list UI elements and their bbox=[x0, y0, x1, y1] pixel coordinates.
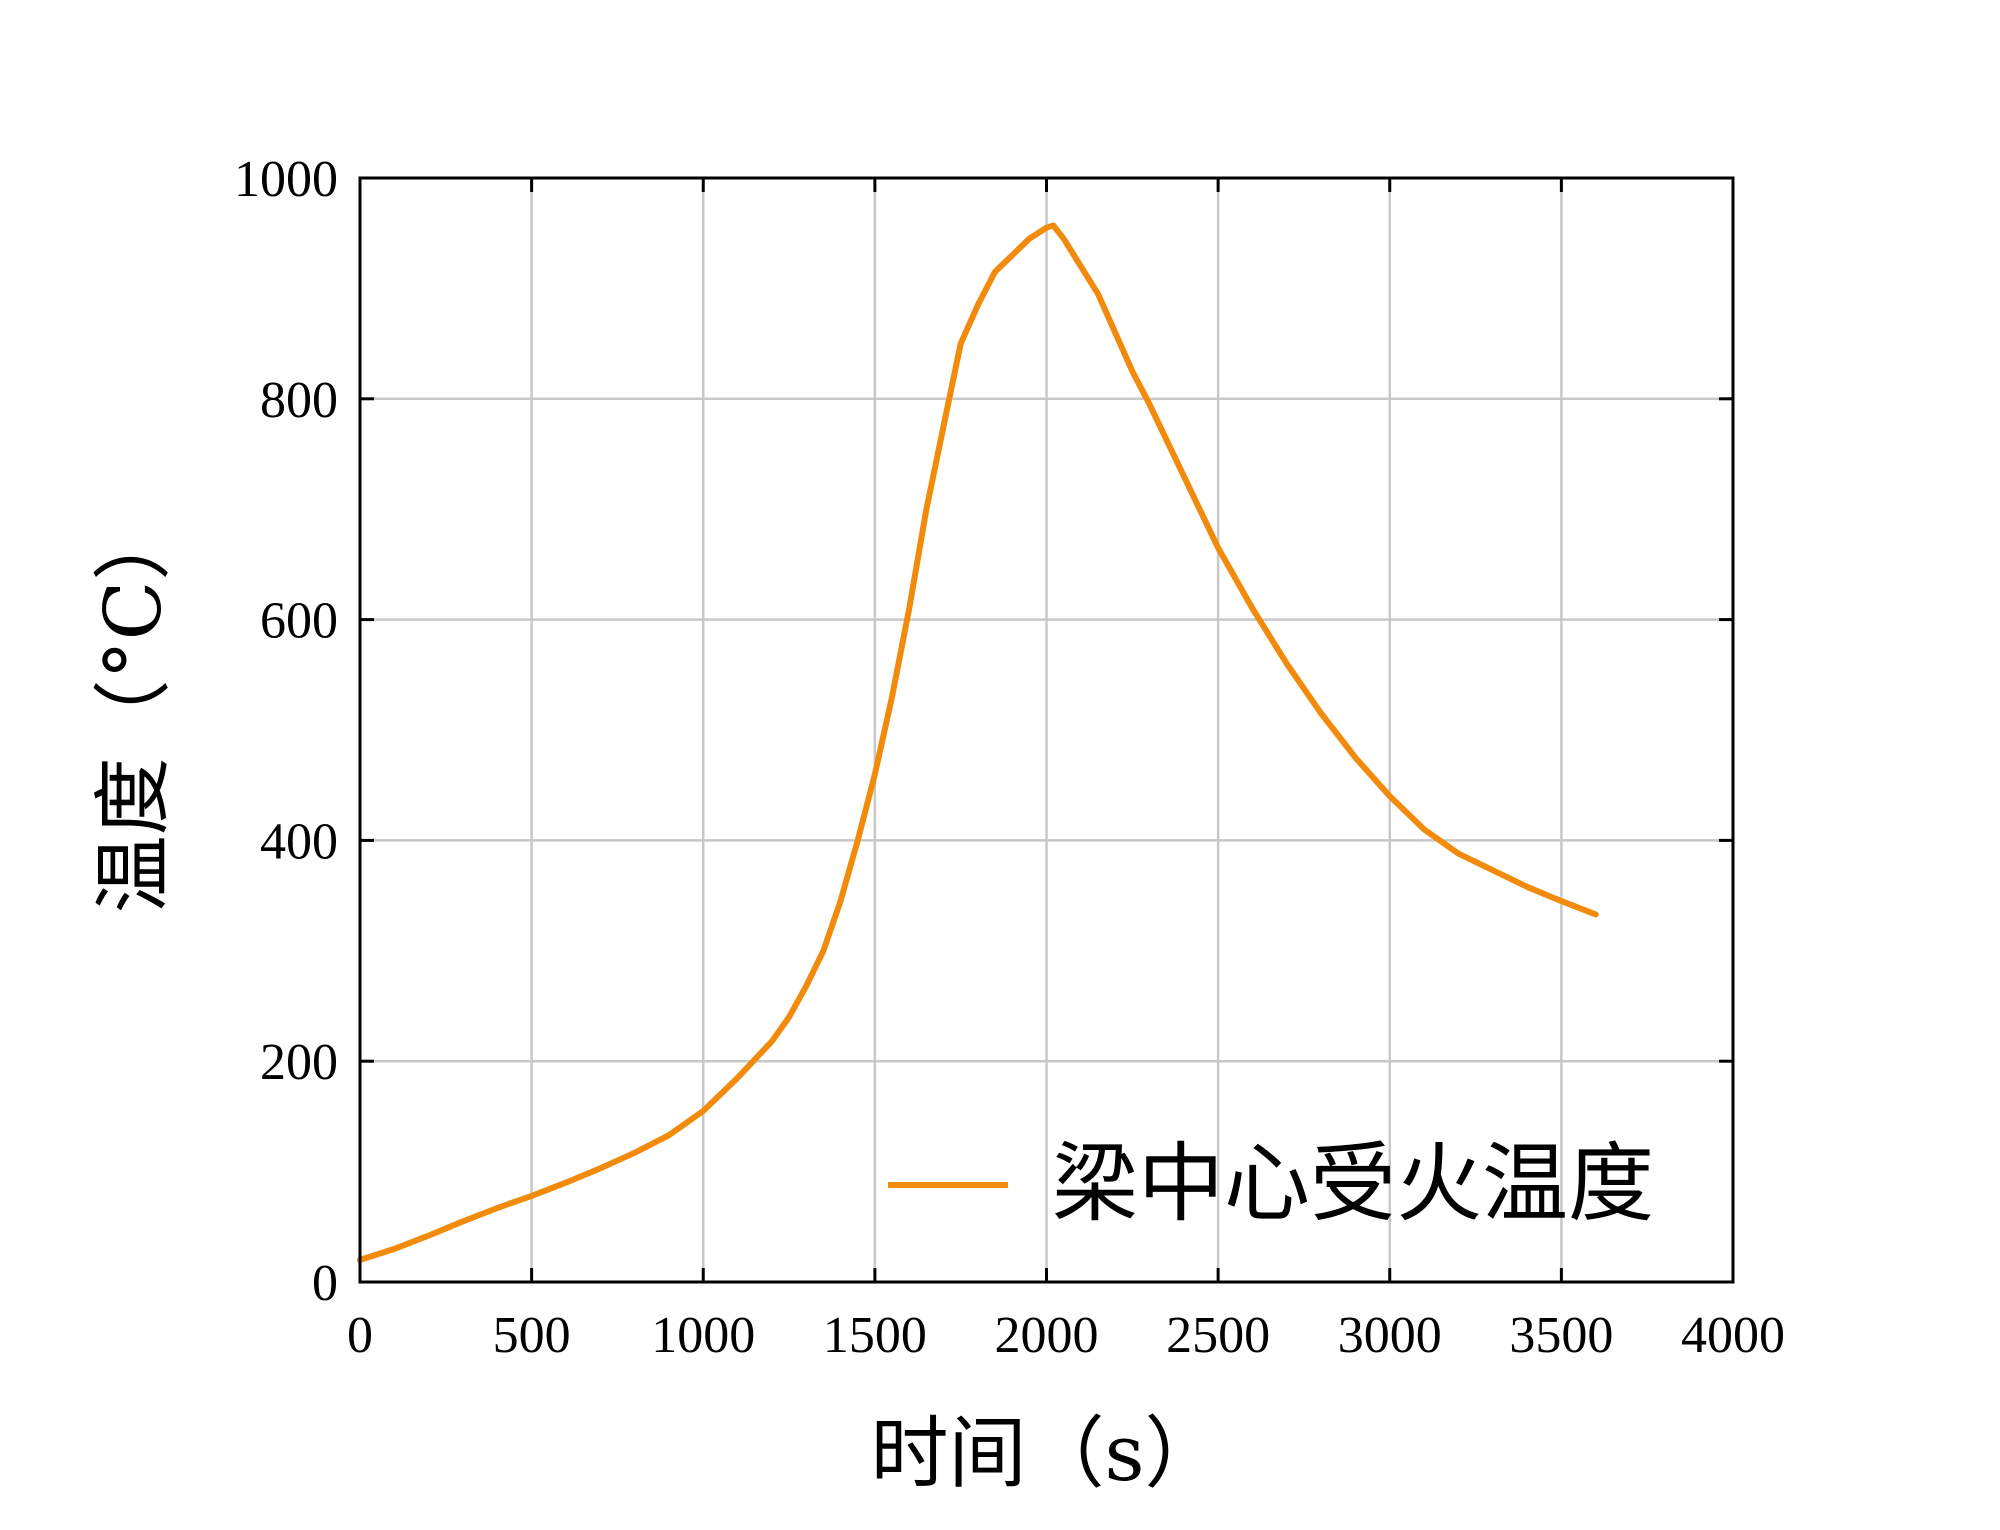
legend: 梁中心受火温度 bbox=[888, 1134, 1654, 1234]
y-tick-labels: 0 200 400 600 800 1000 bbox=[234, 151, 338, 1312]
grid bbox=[360, 178, 1733, 1282]
y-tick-label: 800 bbox=[260, 372, 338, 429]
y-tick-label: 1000 bbox=[234, 151, 338, 208]
x-tick-label: 3000 bbox=[1338, 1307, 1442, 1364]
x-tick-label: 3500 bbox=[1509, 1307, 1613, 1364]
y-tick-label: 400 bbox=[260, 813, 338, 870]
x-tick-label: 0 bbox=[347, 1307, 373, 1364]
y-tick-label: 0 bbox=[312, 1255, 338, 1312]
x-tick-label: 2000 bbox=[995, 1307, 1099, 1364]
x-tick-labels: 0 500 1000 1500 2000 2500 3000 3500 4000 bbox=[347, 1307, 1785, 1364]
y-axis-title: 温度（°C） bbox=[89, 503, 179, 914]
series-line bbox=[357, 222, 1599, 1263]
x-tick-label: 2500 bbox=[1166, 1307, 1270, 1364]
y-tick-label: 600 bbox=[260, 593, 338, 650]
x-tick-label: 1500 bbox=[823, 1307, 927, 1364]
series-layer bbox=[357, 222, 1599, 1263]
x-axis-title: 时间（s） bbox=[870, 1409, 1222, 1499]
legend-entry-label: 梁中心受火温度 bbox=[1052, 1134, 1654, 1234]
x-tick-label: 500 bbox=[493, 1307, 571, 1364]
y-tick-label: 200 bbox=[260, 1034, 338, 1091]
x-tick-label: 4000 bbox=[1681, 1307, 1785, 1364]
x-tick-label: 1000 bbox=[651, 1307, 755, 1364]
ticks bbox=[358, 176, 1735, 1284]
